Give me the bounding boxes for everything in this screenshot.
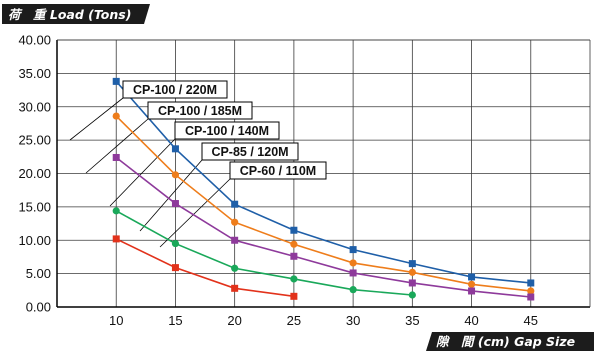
data-point-marker bbox=[349, 286, 357, 294]
x-tick-labels: 10 15 20 25 30 35 40 45 bbox=[109, 313, 538, 328]
y-tick-label: 0.00 bbox=[26, 300, 51, 315]
data-point-marker bbox=[290, 252, 298, 260]
y-tick-label: 35.00 bbox=[18, 66, 51, 81]
data-point-marker bbox=[349, 269, 357, 277]
series-line bbox=[115, 210, 413, 296]
y-axis-title-badge: 荷 重 Load (Tons) bbox=[2, 4, 150, 24]
legend-label: CP-60 / 110M bbox=[240, 164, 316, 178]
data-point-marker bbox=[171, 171, 180, 179]
series-line bbox=[115, 115, 531, 292]
data-point-marker bbox=[290, 240, 298, 248]
legend-box bbox=[174, 121, 280, 140]
data-point-marker bbox=[408, 260, 416, 268]
data-point-marker bbox=[231, 218, 239, 226]
legend: CP-100 / 220M CP-100 / 185M CP-100 / 140M C… bbox=[122, 80, 327, 180]
y-tick-label: 30.00 bbox=[18, 99, 51, 114]
data-point-marker bbox=[112, 207, 120, 215]
x-tick-label: 20 bbox=[227, 313, 241, 328]
legend-leader-line bbox=[109, 138, 176, 207]
y-tick-label: 20.00 bbox=[18, 166, 51, 181]
legend-label: CP-100 / 185M bbox=[158, 104, 242, 118]
y-axis-title: 荷 重 Load (Tons) bbox=[8, 7, 131, 22]
series-lines bbox=[115, 80, 531, 298]
legend-box bbox=[229, 161, 327, 180]
data-point-marker bbox=[527, 293, 535, 301]
data-point-marker bbox=[171, 239, 180, 248]
data-point-marker bbox=[171, 145, 179, 153]
legend-box bbox=[201, 142, 299, 161]
x-tick-label: 40 bbox=[464, 313, 478, 328]
y-tick-label: 25.00 bbox=[18, 133, 51, 148]
x-tick-label: 35 bbox=[405, 313, 419, 328]
data-point-marker bbox=[527, 287, 535, 295]
data-point-marker bbox=[527, 279, 535, 287]
data-point-marker bbox=[408, 291, 416, 299]
legend-leader-line bbox=[139, 159, 203, 232]
data-point-marker bbox=[467, 280, 476, 288]
series-line bbox=[115, 156, 531, 298]
data-point-marker bbox=[112, 112, 120, 120]
data-point-marker bbox=[408, 268, 416, 276]
legend-label: CP-85 / 120M bbox=[211, 145, 288, 159]
data-point-marker bbox=[171, 200, 179, 208]
legend-leader-line bbox=[159, 178, 231, 248]
y-tick-label: 10.00 bbox=[18, 233, 51, 248]
data-point-marker bbox=[290, 226, 298, 234]
series-line bbox=[115, 80, 531, 284]
x-tick-label: 15 bbox=[168, 313, 182, 328]
data-point-marker bbox=[112, 235, 120, 243]
y-tick-label: 15.00 bbox=[18, 199, 51, 214]
x-axis-title: 隙 間 (cm) Gap Size bbox=[436, 334, 575, 349]
data-point-marker bbox=[290, 275, 298, 283]
x-tick-label: 10 bbox=[109, 313, 123, 328]
x-axis-title-badge: 隙 間 (cm) Gap Size bbox=[426, 332, 594, 351]
y-tick-labels: 0.00 5.00 10.00 15.00 20.00 25.00 30.00 35.00 40… bbox=[18, 33, 51, 315]
legend-box bbox=[147, 101, 253, 120]
data-point-marker bbox=[112, 153, 120, 161]
legend-leader-line bbox=[69, 97, 124, 141]
x-tick-label: 30 bbox=[346, 313, 360, 328]
legend-leader-lines bbox=[69, 97, 231, 248]
data-point-marker bbox=[408, 279, 416, 287]
legend-leader-line bbox=[85, 118, 149, 174]
data-point-marker bbox=[231, 236, 239, 244]
x-tick-label: 45 bbox=[524, 313, 538, 328]
data-point-marker bbox=[468, 287, 476, 295]
data-point-marker bbox=[290, 292, 298, 300]
data-point-marker bbox=[231, 284, 239, 292]
y-tick-label: 40.00 bbox=[18, 33, 51, 48]
data-point-marker bbox=[112, 77, 120, 85]
series-markers bbox=[112, 77, 535, 301]
data-point-marker bbox=[468, 273, 476, 281]
x-tick-label: 25 bbox=[287, 313, 301, 328]
legend-label: CP-100 / 140M bbox=[185, 124, 269, 138]
data-point-marker bbox=[231, 264, 239, 272]
data-point-marker bbox=[231, 200, 239, 208]
data-point-marker bbox=[171, 264, 179, 272]
y-tick-label: 5.00 bbox=[26, 266, 51, 281]
data-point-marker bbox=[349, 246, 357, 254]
series-line bbox=[115, 238, 294, 298]
axes bbox=[56, 39, 591, 308]
data-point-marker bbox=[349, 259, 357, 267]
legend-label: CP-100 / 220M bbox=[133, 83, 217, 97]
legend-box bbox=[122, 80, 228, 99]
